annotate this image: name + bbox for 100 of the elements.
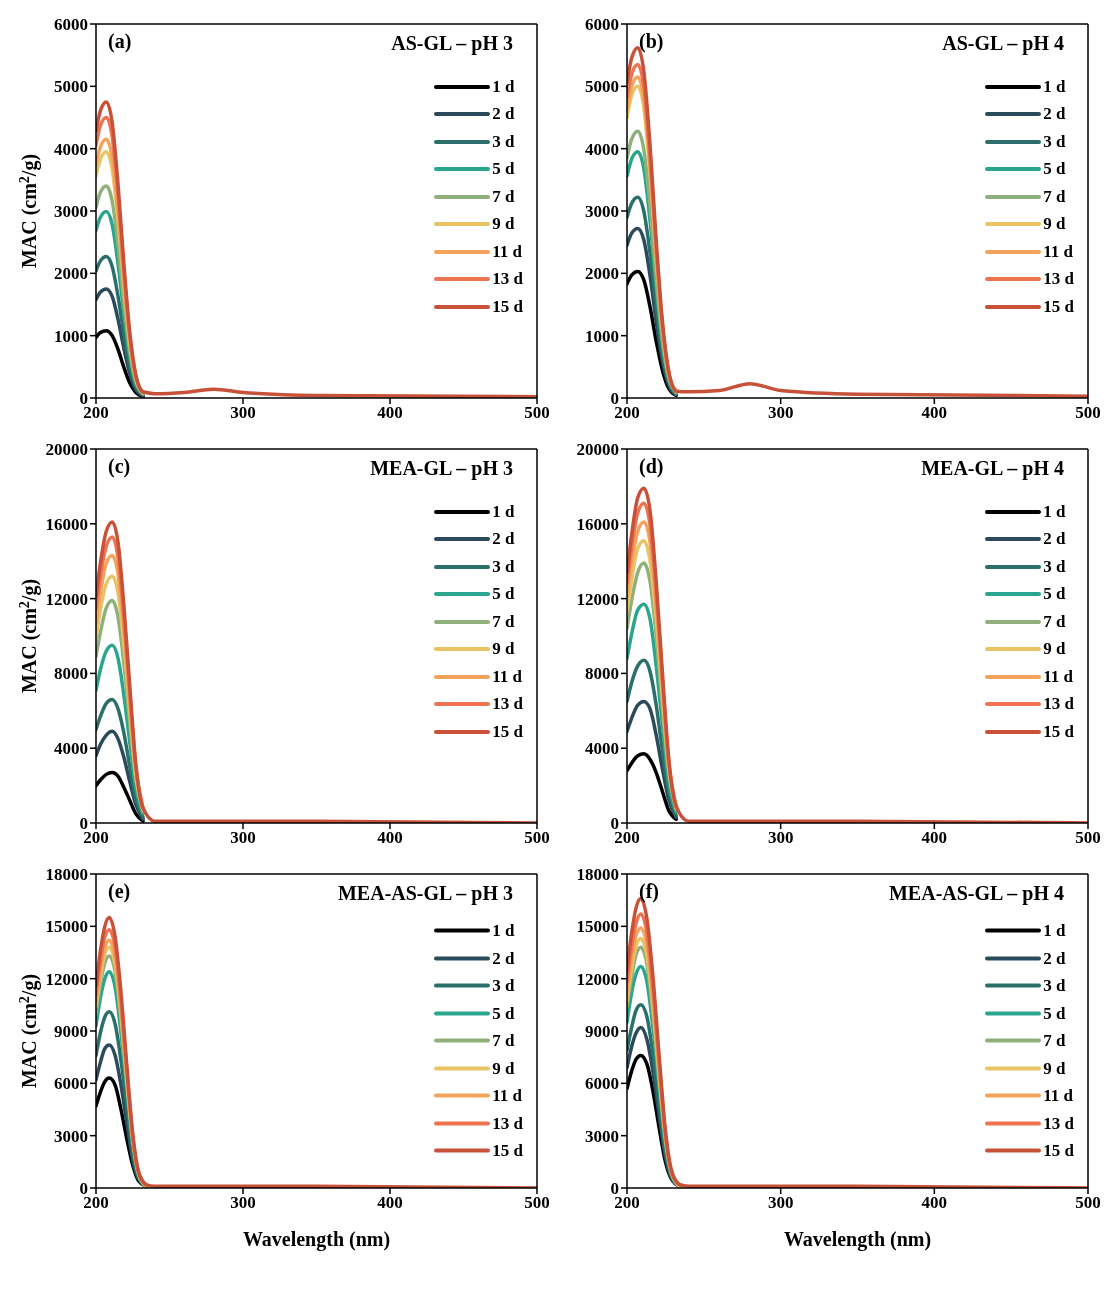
x-tick-label: 200 bbox=[614, 1193, 640, 1213]
y-tick-label: 8000 bbox=[54, 664, 88, 684]
legend-label: 1 d bbox=[492, 76, 515, 97]
legend-label: 3 d bbox=[492, 131, 515, 152]
y-tick-label: 18000 bbox=[45, 865, 88, 885]
legend-label: 9 d bbox=[1043, 639, 1066, 660]
y-tick-label: 15000 bbox=[576, 917, 619, 937]
y-tick-label: 12000 bbox=[45, 589, 88, 609]
annotation: (e) bbox=[108, 880, 131, 903]
y-tick-label: 6000 bbox=[54, 1074, 88, 1094]
legend-label: 13 d bbox=[1043, 694, 1074, 715]
legend-label: 11 d bbox=[1043, 241, 1074, 262]
legend-label: 1 d bbox=[492, 920, 515, 941]
legend-label: 9 d bbox=[492, 214, 515, 235]
legend-label: 5 d bbox=[1043, 159, 1066, 180]
y-tick-label: 2000 bbox=[54, 264, 88, 284]
y-tick-label: 4000 bbox=[585, 739, 619, 759]
y-tick-label: 4000 bbox=[54, 739, 88, 759]
legend-label: 7 d bbox=[492, 1030, 515, 1051]
legend-label: 3 d bbox=[492, 556, 515, 577]
legend-label: 13 d bbox=[1043, 269, 1074, 290]
x-tick-label: 300 bbox=[230, 403, 256, 423]
x-tick-label: 200 bbox=[83, 403, 109, 423]
x-tick-label: 500 bbox=[1075, 828, 1101, 848]
chart-title: MEA-AS-GL – pH 4 bbox=[888, 882, 1064, 905]
legend-label: 11 d bbox=[1043, 1085, 1074, 1106]
legend-label: 9 d bbox=[1043, 1058, 1066, 1079]
chart-title: MEA-GL – pH 4 bbox=[921, 457, 1064, 480]
annotation: (b) bbox=[639, 30, 664, 53]
chart-title: MEA-GL – pH 3 bbox=[370, 457, 513, 480]
legend-label: 5 d bbox=[492, 159, 515, 180]
x-tick-label: 500 bbox=[524, 1193, 550, 1213]
x-tick-label: 400 bbox=[921, 1193, 948, 1213]
legend-label: 5 d bbox=[1043, 584, 1066, 605]
y-tick-label: 18000 bbox=[576, 865, 619, 885]
chart-title: MEA-AS-GL – pH 3 bbox=[337, 882, 513, 905]
annotation: (f) bbox=[639, 880, 659, 903]
x-tick-label: 400 bbox=[377, 828, 403, 848]
legend-label: 3 d bbox=[492, 975, 515, 996]
legend-label: 13 d bbox=[492, 1113, 523, 1134]
y-tick-label: 9000 bbox=[585, 1022, 619, 1042]
x-tick-label: 500 bbox=[1075, 1193, 1101, 1213]
legend-label: 11 d bbox=[492, 241, 523, 262]
annotation: (a) bbox=[108, 30, 132, 53]
legend-label: 11 d bbox=[492, 1085, 523, 1106]
y-tick-label: 3000 bbox=[585, 1126, 619, 1146]
y-tick-label: 5000 bbox=[585, 77, 619, 97]
legend-label: 13 d bbox=[1043, 1113, 1074, 1134]
legend-label: 15 d bbox=[492, 296, 523, 317]
legend-label: 7 d bbox=[492, 186, 515, 207]
legend-label: 15 d bbox=[1043, 296, 1074, 317]
legend-label: 9 d bbox=[1043, 214, 1066, 235]
x-tick-label: 300 bbox=[230, 1193, 256, 1213]
x-tick-label: 200 bbox=[614, 403, 640, 423]
y-tick-label: 15000 bbox=[45, 917, 88, 937]
legend-label: 3 d bbox=[1043, 131, 1066, 152]
y-tick-label: 16000 bbox=[576, 514, 619, 534]
legend-label: 3 d bbox=[1043, 556, 1066, 577]
x-tick-label: 200 bbox=[83, 1193, 109, 1213]
legend-label: 2 d bbox=[1043, 948, 1066, 969]
y-tick-label: 6000 bbox=[585, 15, 619, 35]
x-tick-label: 500 bbox=[524, 828, 550, 848]
annotation: (c) bbox=[108, 455, 131, 478]
legend-label: 2 d bbox=[1043, 529, 1066, 550]
y-tick-label: 5000 bbox=[54, 77, 88, 97]
y-tick-label: 3000 bbox=[54, 1126, 88, 1146]
legend-label: 1 d bbox=[492, 501, 515, 522]
y-tick-label: 6000 bbox=[54, 15, 88, 35]
legend-label: 11 d bbox=[1043, 666, 1074, 687]
y-tick-label: 16000 bbox=[45, 514, 88, 534]
legend-label: 7 d bbox=[492, 611, 515, 632]
legend-label: 7 d bbox=[1043, 611, 1066, 632]
legend-label: 3 d bbox=[1043, 975, 1066, 996]
legend-label: 15 d bbox=[492, 721, 523, 742]
legend-label: 2 d bbox=[492, 948, 515, 969]
x-tick-label: 200 bbox=[83, 828, 109, 848]
x-tick-label: 500 bbox=[524, 403, 550, 423]
chart-title: AS-GL – pH 4 bbox=[942, 32, 1064, 55]
legend-label: 7 d bbox=[1043, 186, 1066, 207]
y-tick-label: 6000 bbox=[585, 1074, 619, 1094]
y-tick-label: 12000 bbox=[576, 589, 619, 609]
annotation: (d) bbox=[639, 455, 664, 478]
x-tick-label: 300 bbox=[767, 403, 794, 423]
y-tick-label: 20000 bbox=[45, 440, 88, 460]
legend-label: 5 d bbox=[492, 1003, 515, 1024]
legend-label: 9 d bbox=[492, 639, 515, 660]
y-tick-label: 3000 bbox=[54, 202, 88, 222]
y-tick-label: 3000 bbox=[585, 202, 619, 222]
legend-label: 5 d bbox=[1043, 1003, 1066, 1024]
y-tick-label: 1000 bbox=[54, 326, 88, 346]
x-axis-title: Wavelength (nm) bbox=[242, 1228, 391, 1251]
x-tick-label: 200 bbox=[614, 828, 640, 848]
legend-label: 2 d bbox=[492, 529, 515, 550]
x-tick-label: 300 bbox=[767, 828, 794, 848]
chart-title: AS-GL – pH 3 bbox=[391, 32, 513, 55]
y-tick-label: 20000 bbox=[576, 440, 619, 460]
y-tick-label: 8000 bbox=[585, 664, 619, 684]
legend-label: 7 d bbox=[1043, 1030, 1066, 1051]
legend-label: 1 d bbox=[1043, 920, 1066, 941]
y-tick-label: 4000 bbox=[54, 139, 88, 159]
